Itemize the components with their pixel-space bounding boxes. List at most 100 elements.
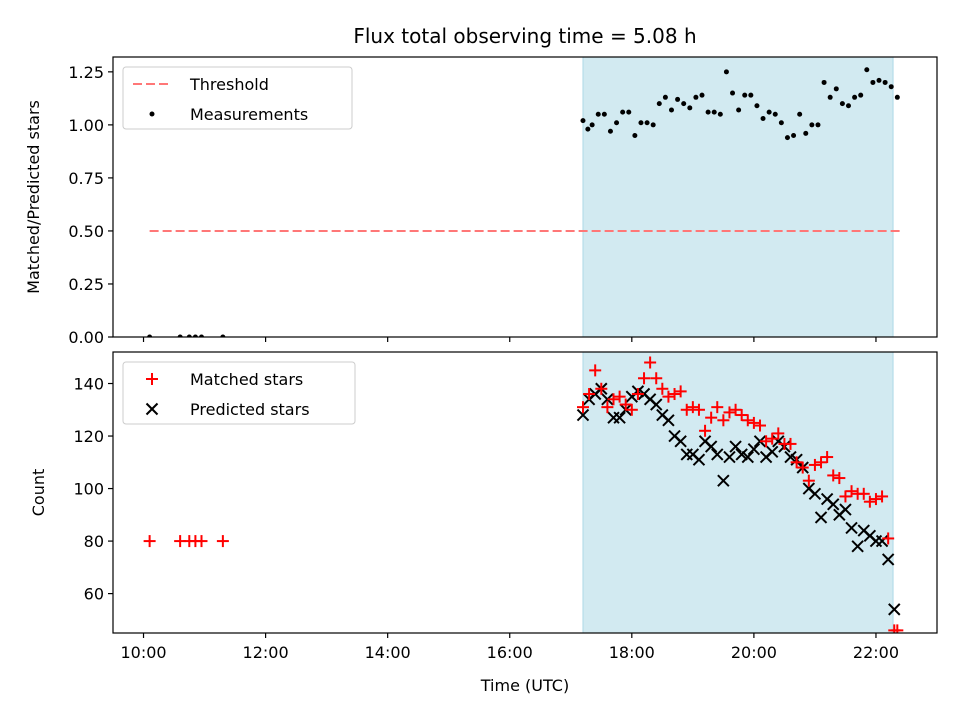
matched-star-point bbox=[674, 385, 687, 398]
matched-star-point bbox=[625, 403, 638, 416]
predicted-star-point bbox=[839, 503, 852, 516]
measurement-point bbox=[656, 101, 662, 107]
measurement-point bbox=[614, 120, 620, 126]
y-tick-label: 1.00 bbox=[68, 116, 104, 135]
measurement-point bbox=[839, 101, 845, 107]
y-tick-label: 0.75 bbox=[68, 169, 104, 188]
predicted-star-point bbox=[845, 521, 858, 535]
measurement-point bbox=[736, 107, 742, 113]
legend-label: Threshold bbox=[189, 75, 269, 94]
matched-star-point bbox=[723, 406, 736, 419]
measurement-point bbox=[760, 116, 766, 122]
measurement-point bbox=[687, 105, 693, 111]
predicted-star-point bbox=[692, 453, 706, 466]
y-tick-label: 0.50 bbox=[68, 222, 104, 241]
y-tick-label: 140 bbox=[73, 375, 104, 394]
matched-star-point bbox=[891, 624, 904, 633]
measurement-point bbox=[858, 92, 864, 98]
measurement-point bbox=[882, 79, 888, 85]
matched-star-point bbox=[662, 390, 675, 403]
predicted-star-point bbox=[888, 603, 901, 616]
measurement-point bbox=[192, 334, 198, 337]
axes-frame bbox=[112, 351, 938, 634]
legend-box bbox=[122, 66, 353, 130]
matched-star-point bbox=[601, 401, 614, 414]
measurement-point bbox=[607, 128, 613, 134]
matched-star-point bbox=[143, 535, 156, 548]
matched-star-point bbox=[644, 356, 657, 369]
measurement-point bbox=[644, 120, 650, 126]
matched-star-point bbox=[863, 495, 876, 508]
matched-star-point bbox=[760, 435, 773, 448]
matched-star-point bbox=[784, 437, 797, 450]
matched-star-point bbox=[747, 416, 760, 429]
measurement-point bbox=[668, 107, 674, 113]
measurement-point bbox=[693, 94, 699, 100]
matched-star-point bbox=[833, 472, 846, 485]
measurement-point bbox=[821, 79, 827, 85]
matched-star-point bbox=[583, 388, 596, 401]
matched-star-point bbox=[735, 409, 748, 422]
measurement-point bbox=[827, 94, 833, 100]
measurement-point bbox=[748, 92, 754, 98]
matched-star-point bbox=[692, 403, 705, 416]
predicted-star-point bbox=[881, 553, 895, 566]
matched-star-point bbox=[845, 485, 858, 498]
matched-star-point bbox=[686, 401, 699, 414]
measurement-point bbox=[681, 101, 687, 107]
matched-star-point bbox=[668, 388, 681, 401]
predicted-star-point bbox=[711, 448, 724, 461]
axes-frame bbox=[112, 56, 938, 338]
matched-star-point bbox=[882, 532, 895, 545]
matched-star-point bbox=[802, 474, 815, 487]
x-tick-label: 10:00 bbox=[120, 643, 166, 662]
measurement-point bbox=[784, 135, 790, 141]
matched-star-point bbox=[857, 487, 870, 500]
matched-star-point bbox=[753, 419, 766, 432]
matched-star-point bbox=[766, 432, 779, 445]
matched-star-point bbox=[729, 403, 742, 416]
measurement-point bbox=[632, 132, 638, 138]
chart-title: Flux total observing time = 5.08 h bbox=[353, 24, 696, 48]
measurement-point bbox=[675, 96, 681, 102]
y-tick-label: 100 bbox=[73, 480, 104, 499]
measurement-point bbox=[699, 92, 705, 98]
predicted-star-point bbox=[717, 474, 730, 487]
measurement-point bbox=[601, 111, 607, 117]
measurement-point bbox=[705, 109, 711, 115]
matched-star-point bbox=[808, 458, 821, 471]
measurement-point bbox=[650, 122, 656, 128]
legend-label: Predicted stars bbox=[190, 400, 310, 419]
top-panel: 0.00 0.25 0.50 0.75 1.00 1.25 Matched/Predicte… bbox=[24, 56, 938, 347]
legend-label: Matched stars bbox=[190, 370, 303, 389]
matched-star-point bbox=[815, 456, 828, 469]
legend-measurements-swatch bbox=[149, 111, 155, 117]
matched-star-point bbox=[613, 390, 626, 403]
matched-star-point bbox=[650, 372, 663, 385]
predicted-star-point bbox=[747, 442, 761, 456]
matched-star-point bbox=[619, 398, 632, 411]
x-tick-label: 12:00 bbox=[243, 643, 289, 662]
measurement-point bbox=[778, 120, 784, 126]
measurement-point bbox=[876, 77, 882, 83]
x-tick-label: 16:00 bbox=[487, 643, 533, 662]
predicted-star-point bbox=[674, 435, 687, 448]
measurement-point bbox=[766, 109, 772, 115]
y-axis-label: Count bbox=[29, 469, 48, 517]
bottom-panel: 60 80 100 120 140 10:00 12:00 14:00 16:00 18:00 20… bbox=[29, 351, 938, 662]
x-tick-label: 14:00 bbox=[365, 643, 411, 662]
matched-star-point bbox=[741, 414, 754, 427]
predicted-star-point bbox=[613, 411, 626, 424]
predicted-star-point bbox=[601, 393, 614, 406]
plot-area bbox=[143, 356, 904, 633]
measurement-point bbox=[580, 118, 586, 124]
matched-star-point bbox=[717, 414, 730, 427]
measurement-point bbox=[833, 86, 839, 92]
measurement-point bbox=[585, 126, 591, 132]
matched-star-point bbox=[839, 490, 852, 503]
measurement-point bbox=[894, 94, 900, 100]
y-tick-label: 1.25 bbox=[68, 63, 104, 82]
predicted-star-point bbox=[704, 440, 718, 453]
predicted-star-point bbox=[650, 398, 663, 411]
